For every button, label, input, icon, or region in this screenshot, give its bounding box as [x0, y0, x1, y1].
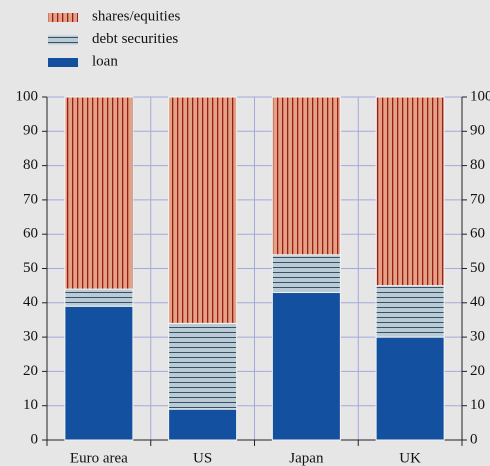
legend-swatch [48, 13, 78, 22]
bar-segment [64, 305, 134, 441]
y-tick-label: 20 [23, 363, 38, 379]
y-tick-label: 30 [23, 329, 38, 345]
legend-swatch [48, 58, 78, 67]
bar-segment [271, 254, 341, 294]
y-tick-label: 60 [23, 226, 38, 242]
y-tick-label: 0 [31, 431, 39, 447]
legend-swatch [48, 35, 78, 45]
bar-segment [375, 336, 445, 441]
y-tick-label: 40 [23, 294, 38, 310]
legend-label: debt securities [92, 31, 178, 47]
bar-segment [64, 288, 134, 307]
x-tick-label: UK [399, 450, 421, 466]
bar-segment [168, 322, 238, 410]
y-tick-label: 100 [16, 88, 39, 104]
bar-segment [168, 96, 238, 324]
x-tick-label: Japan [289, 450, 324, 466]
bar-segment [168, 408, 238, 441]
y-tick-label: 50 [23, 260, 38, 276]
x-tick-label: Euro area [70, 450, 128, 466]
bar-segment [375, 285, 445, 338]
y2-tick-label: 60 [470, 226, 485, 242]
y2-tick-label: 0 [470, 431, 478, 447]
y2-tick-label: 30 [470, 329, 485, 345]
y2-tick-label: 80 [470, 157, 485, 173]
y2-tick-label: 20 [470, 363, 485, 379]
bar-segment [271, 292, 341, 441]
y2-tick-label: 50 [470, 260, 485, 276]
x-tick-label: US [193, 450, 212, 466]
y2-tick-label: 70 [470, 191, 485, 207]
y-tick-label: 80 [23, 157, 38, 173]
legend-label: loan [92, 53, 118, 69]
bar-segment [64, 96, 134, 290]
bar-segment [375, 96, 445, 287]
y-tick-label: 10 [23, 397, 38, 413]
y2-tick-label: 100 [470, 88, 490, 104]
y2-tick-label: 10 [470, 397, 485, 413]
y2-tick-label: 90 [470, 123, 485, 139]
bar-segment [271, 96, 341, 256]
y-tick-label: 70 [23, 191, 38, 207]
y-tick-label: 90 [23, 123, 38, 139]
y2-tick-label: 40 [470, 294, 485, 310]
legend-label: shares/equities [92, 8, 180, 24]
